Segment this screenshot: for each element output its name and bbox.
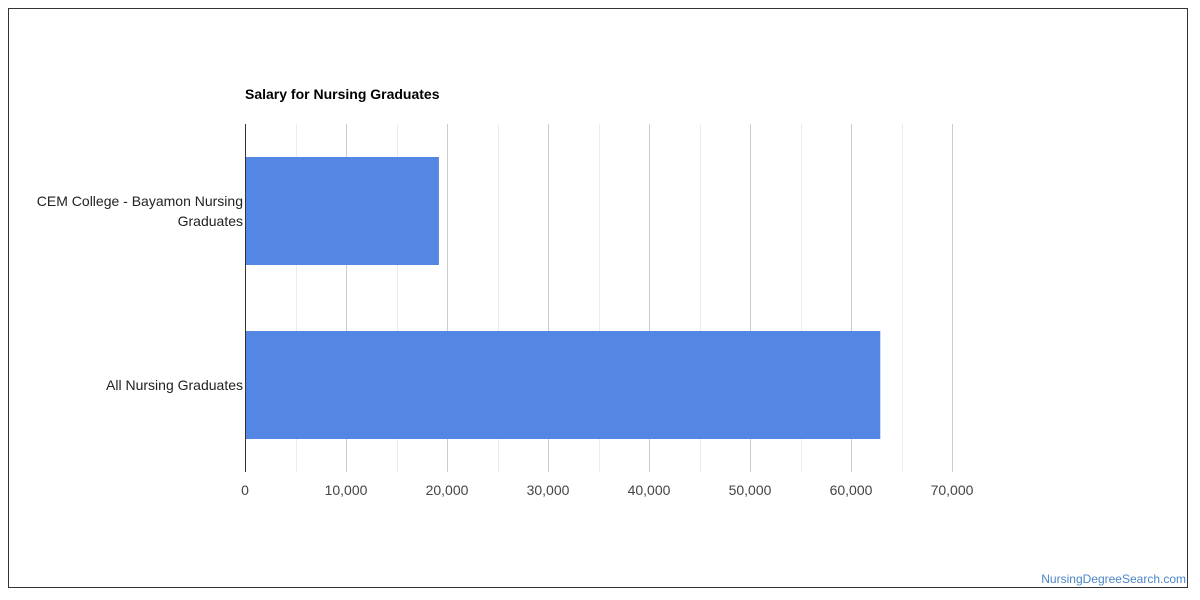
x-tick-label: 0 bbox=[241, 482, 249, 498]
x-tick-label: 30,000 bbox=[527, 482, 570, 498]
x-tick-label: 20,000 bbox=[426, 482, 469, 498]
bar bbox=[245, 157, 439, 265]
x-tick-label: 60,000 bbox=[830, 482, 873, 498]
x-tick-label: 70,000 bbox=[931, 482, 974, 498]
category-label-line: CEM College - Bayamon Nursing bbox=[37, 193, 243, 209]
x-tick-label: 50,000 bbox=[729, 482, 772, 498]
x-tick-label: 10,000 bbox=[325, 482, 368, 498]
chart-title: Salary for Nursing Graduates bbox=[245, 86, 440, 102]
bar-layer bbox=[245, 157, 881, 439]
source-credit-link[interactable]: NursingDegreeSearch.com bbox=[1041, 572, 1186, 586]
bar bbox=[245, 331, 881, 439]
category-label: CEM College - Bayamon Nursing Graduates bbox=[37, 193, 243, 229]
category-label: All Nursing Graduates bbox=[106, 377, 243, 393]
x-tick-label: 40,000 bbox=[628, 482, 671, 498]
category-label-line: Graduates bbox=[178, 213, 243, 229]
chart-frame bbox=[8, 8, 1188, 588]
category-label-line: All Nursing Graduates bbox=[106, 377, 243, 393]
label-layer: 0 10,000 20,000 30,000 40,000 50,000 60,000 70,… bbox=[37, 193, 974, 498]
